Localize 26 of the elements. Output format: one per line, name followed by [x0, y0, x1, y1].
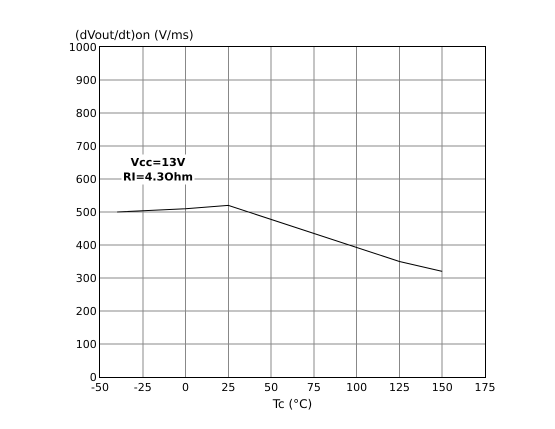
x-tick-label: 150 — [432, 381, 453, 394]
y-tick-label: 800 — [76, 106, 97, 120]
line-series — [116, 204, 443, 272]
x-tick-label: 100 — [346, 381, 368, 394]
y-axis-title: (dVout/dt)on (V/ms) — [75, 28, 194, 42]
y-tick-label: 900 — [76, 74, 97, 87]
y-tick-label: 200 — [76, 304, 97, 318]
x-tick-label: 25 — [221, 381, 236, 394]
x-axis-title: Tc (°C) — [272, 397, 312, 412]
annotation: RI=4.3Ohm — [123, 170, 193, 184]
x-tick-label: -50 — [91, 381, 109, 394]
x-tick-label: 0 — [182, 381, 190, 394]
y-tick-label: 600 — [76, 172, 97, 186]
x-tick-label: -25 — [134, 381, 152, 394]
y-tick-label: 400 — [76, 238, 97, 252]
y-tick-label: 700 — [76, 140, 97, 153]
x-tick-label: 125 — [388, 381, 410, 394]
y-tick-label: 1000 — [68, 40, 97, 54]
y-tick-label: 0 — [90, 370, 97, 384]
x-tick-label: 50 — [264, 381, 278, 394]
y-tick-label: 500 — [76, 206, 97, 219]
x-tick-label: 175 — [474, 381, 496, 394]
y-tick-label: 100 — [76, 338, 97, 351]
annotation: Vcc=13V — [130, 156, 186, 169]
y-tick-label: 300 — [76, 272, 97, 285]
x-tick-label: 75 — [306, 381, 321, 394]
